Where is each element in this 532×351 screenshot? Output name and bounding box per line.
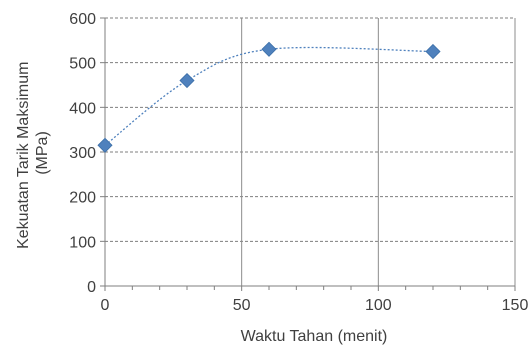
data-point: [261, 41, 277, 57]
y-tick-label: 100: [69, 234, 96, 251]
data-point: [179, 72, 195, 89]
y-axis-title-line-1: Kekuatan Tarik Maksimum: [15, 62, 32, 249]
grid: [105, 17, 516, 286]
x-tick-label: 0: [101, 297, 110, 314]
x-tick-label: 150: [502, 297, 529, 314]
data-points: [97, 41, 441, 153]
x-axis-title: Waktu Tahan (menit): [241, 328, 388, 345]
data-point: [97, 137, 113, 153]
data-point: [425, 43, 441, 60]
x-tick-label: 100: [365, 297, 392, 314]
trendline-layer: [104, 46, 434, 146]
y-tick-label: 400: [69, 100, 96, 117]
axes: [100, 17, 516, 291]
y-axis-title: Kekuatan Tarik Maksimum (MPa): [15, 57, 51, 249]
y-axis-title-line-2: (MPa): [34, 131, 51, 175]
y-tick-label: 200: [69, 190, 96, 207]
y-tick-label: 300: [69, 145, 96, 162]
trendline: [104, 46, 434, 146]
y-tick-label: 600: [69, 11, 96, 28]
tick-labels: 0 100 200 300 400 500 600 0 50 100 150: [69, 11, 528, 314]
y-tick-label: 0: [87, 279, 96, 296]
y-tick-label: 500: [69, 56, 96, 73]
x-tick-label: 50: [233, 297, 251, 314]
